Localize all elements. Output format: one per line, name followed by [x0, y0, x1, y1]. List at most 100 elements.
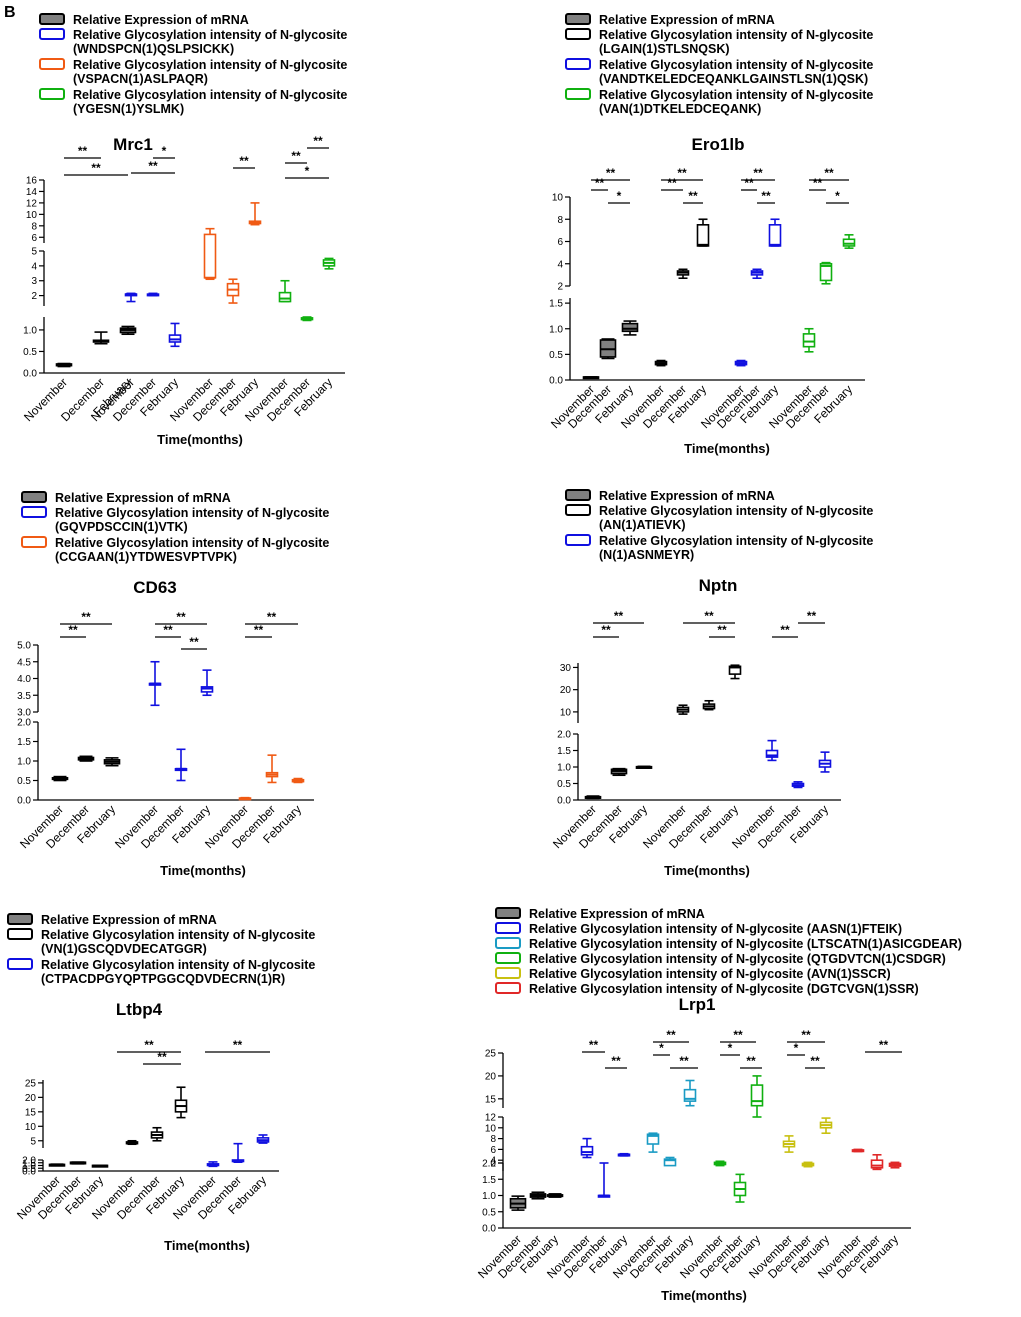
- significance-marker: **: [809, 166, 849, 181]
- legend-label: Relative Glycosylation intensity of N-gl…: [73, 58, 347, 72]
- significance-marker: **: [64, 144, 101, 159]
- y-tick-label: 0.0: [17, 796, 31, 807]
- significance-marker: **: [661, 176, 683, 191]
- box-december: [226, 278, 240, 304]
- legend-label-sequence: (AN(1)ATIEVK): [599, 518, 686, 532]
- chart-title: Ltbp4: [116, 1000, 163, 1019]
- legend-swatch: [565, 504, 591, 516]
- box-february: [683, 1079, 697, 1107]
- legend-label: Relative Expression of mRNA: [73, 13, 249, 27]
- y-tick-label: 6: [490, 1145, 496, 1156]
- legend-swatch: [7, 958, 33, 970]
- box-february: [621, 320, 639, 336]
- significance-marker: **: [787, 1028, 825, 1043]
- y-tick-label: 25: [25, 1078, 37, 1089]
- box-november: [48, 1163, 66, 1167]
- box-november: [851, 1148, 865, 1153]
- significance-marker: **: [64, 161, 128, 176]
- box-november: [654, 359, 668, 367]
- box-february: [819, 1117, 833, 1134]
- legend-entry: Relative Expression of mRNA: [7, 913, 217, 927]
- box-february: [256, 1134, 270, 1144]
- significance-marker: **: [582, 1038, 605, 1053]
- box-november: [125, 1139, 139, 1146]
- y-tick-label: 2: [490, 1159, 496, 1170]
- box-november: [55, 362, 73, 368]
- y-tick-label: 3: [31, 276, 37, 287]
- box-november: [278, 279, 292, 303]
- significance-marker: *: [653, 1041, 670, 1056]
- y-tick-label: 0.5: [557, 779, 571, 790]
- legend-swatch: [39, 13, 65, 25]
- significance-label: **: [313, 134, 323, 148]
- legend-entry: Relative Expression of mRNA: [565, 489, 775, 503]
- box-november: [206, 1161, 220, 1168]
- box-november: [124, 292, 138, 303]
- box-body: [768, 224, 782, 247]
- legend-swatch: [21, 536, 47, 548]
- box-december: [801, 1161, 815, 1168]
- significance-label: **: [801, 1028, 811, 1042]
- box-december: [265, 754, 279, 784]
- box-february: [635, 765, 653, 769]
- y-tick-label: 0.5: [22, 1164, 36, 1175]
- significance-marker: *: [787, 1041, 805, 1056]
- significance-label: *: [162, 144, 167, 158]
- significance-label: **: [761, 189, 771, 203]
- significance-label: *: [659, 1041, 664, 1055]
- significance-marker: **: [865, 1038, 902, 1053]
- significance-label: **: [753, 166, 763, 180]
- legend-label: Relative Expression of mRNA: [529, 907, 705, 921]
- box-november: [238, 796, 252, 801]
- significance-label: **: [78, 144, 88, 158]
- significance-marker: **: [117, 1038, 181, 1053]
- significance-marker: **: [661, 166, 703, 181]
- box-body: [663, 1158, 677, 1167]
- box-december: [663, 1156, 677, 1167]
- significance-label: *: [835, 189, 840, 203]
- box-november: [580, 1137, 594, 1159]
- significance-label: **: [68, 623, 78, 637]
- y-tick-label: 6: [557, 237, 563, 248]
- y-tick-label: 0.5: [23, 347, 37, 358]
- legend-swatch: [39, 88, 65, 100]
- legend-label: Relative Expression of mRNA: [41, 913, 217, 927]
- box-february: [546, 1193, 564, 1198]
- legend-label-sequence: (VANDTKELEDCEQANKLGAINSTLSN(1)QSK): [599, 72, 868, 86]
- y-tick-label: 4: [490, 1156, 496, 1167]
- significance-marker: **: [155, 623, 181, 638]
- y-tick-label: 1.0: [22, 1161, 36, 1172]
- y-tick-label: 20: [25, 1093, 37, 1104]
- legend-label: Relative Glycosylation intensity of N-gl…: [73, 88, 347, 102]
- box-february: [750, 1075, 764, 1118]
- significance-label: **: [254, 623, 264, 637]
- legend-swatch: [495, 952, 521, 964]
- legend-label: Relative Glycosylation intensity of N-gl…: [599, 88, 873, 102]
- significance-label: **: [679, 1054, 689, 1068]
- significance-marker: **: [285, 149, 307, 164]
- box-february: [200, 669, 214, 697]
- significance-label: **: [666, 1028, 676, 1042]
- chart-title: Mrc1: [113, 135, 153, 154]
- y-tick-label: 0.5: [482, 1207, 496, 1218]
- y-tick-label: 1.0: [23, 325, 37, 336]
- box-body: [802, 333, 816, 348]
- box-body: [683, 1088, 697, 1102]
- box-body: [696, 224, 710, 247]
- x-axis-title: Time(months): [157, 432, 243, 447]
- box-november: [676, 704, 690, 715]
- legend-label: Relative Expression of mRNA: [55, 491, 231, 505]
- y-tick-label: 2.0: [482, 1159, 496, 1170]
- box-december: [174, 748, 188, 782]
- legend-label-sequence: (VAN(1)DTKELEDCEQANK): [599, 102, 761, 116]
- box-november: [782, 1135, 796, 1153]
- significance-marker: **: [805, 1054, 825, 1069]
- significance-label: **: [813, 176, 823, 190]
- box-february: [103, 757, 121, 767]
- y-tick-label: 2.0: [17, 718, 31, 729]
- legend-label: Relative Expression of mRNA: [599, 13, 775, 27]
- box-december: [676, 268, 690, 280]
- y-tick-label: 5.0: [17, 641, 31, 652]
- legend-swatch: [565, 534, 591, 546]
